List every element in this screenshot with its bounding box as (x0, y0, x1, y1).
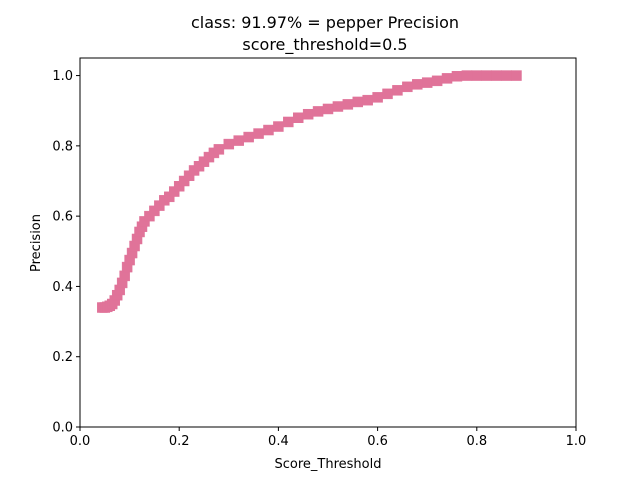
data-point (263, 124, 274, 136)
data-point (213, 144, 225, 155)
data-point (392, 85, 403, 96)
data-point (312, 106, 324, 117)
data-point (283, 116, 294, 128)
y-tick-label: 0.6 (52, 210, 73, 225)
data-point (253, 128, 264, 139)
data-point (332, 101, 344, 112)
data-series (97, 70, 522, 313)
data-point (431, 75, 443, 87)
data-point (471, 70, 483, 81)
data-point (243, 131, 254, 143)
x-axis-label: Score_Threshold (275, 457, 382, 472)
data-point (451, 71, 463, 82)
x-axis-ticks: 0.0 0.2 0.4 0.6 0.8 1.0 (70, 427, 587, 449)
y-tick-label: 0.0 (52, 421, 73, 436)
data-point (302, 108, 314, 120)
y-tick-label: 0.8 (52, 139, 73, 154)
data-point (342, 99, 354, 110)
data-point (322, 103, 334, 115)
data-point (362, 94, 373, 106)
x-tick-label: 1.0 (566, 434, 587, 449)
x-tick-label: 0.4 (268, 434, 289, 449)
y-tick-label: 0.2 (52, 350, 73, 365)
data-point (441, 73, 453, 84)
data-point (402, 81, 413, 93)
y-tick-label: 1.0 (52, 69, 73, 84)
x-tick-label: 0.0 (70, 434, 91, 449)
x-tick-label: 0.8 (466, 434, 487, 449)
data-point (223, 138, 235, 150)
data-point (382, 88, 393, 100)
data-point (352, 96, 364, 108)
data-point (481, 70, 492, 81)
plot-area-frame (79, 57, 577, 428)
data-point (491, 70, 502, 81)
data-point (412, 79, 423, 90)
y-tick-label: 0.4 (52, 280, 73, 295)
data-point (372, 92, 383, 103)
data-point (119, 270, 130, 282)
data-point (233, 135, 244, 146)
x-tick-label: 0.2 (169, 434, 190, 449)
chart-title-line-1: class: 91.97% = pepper Precision (191, 13, 459, 32)
chart-title-line-2: score_threshold=0.5 (242, 35, 407, 55)
y-axis-ticks: 0.0 0.2 0.4 0.6 0.8 1.0 (52, 69, 80, 436)
data-point (292, 112, 304, 123)
data-point (511, 70, 522, 81)
x-tick-label: 0.6 (367, 434, 388, 449)
data-point (273, 121, 284, 132)
data-point (421, 77, 433, 88)
y-axis-label: Precision (29, 214, 44, 272)
data-point (501, 70, 512, 81)
data-point (461, 70, 473, 81)
